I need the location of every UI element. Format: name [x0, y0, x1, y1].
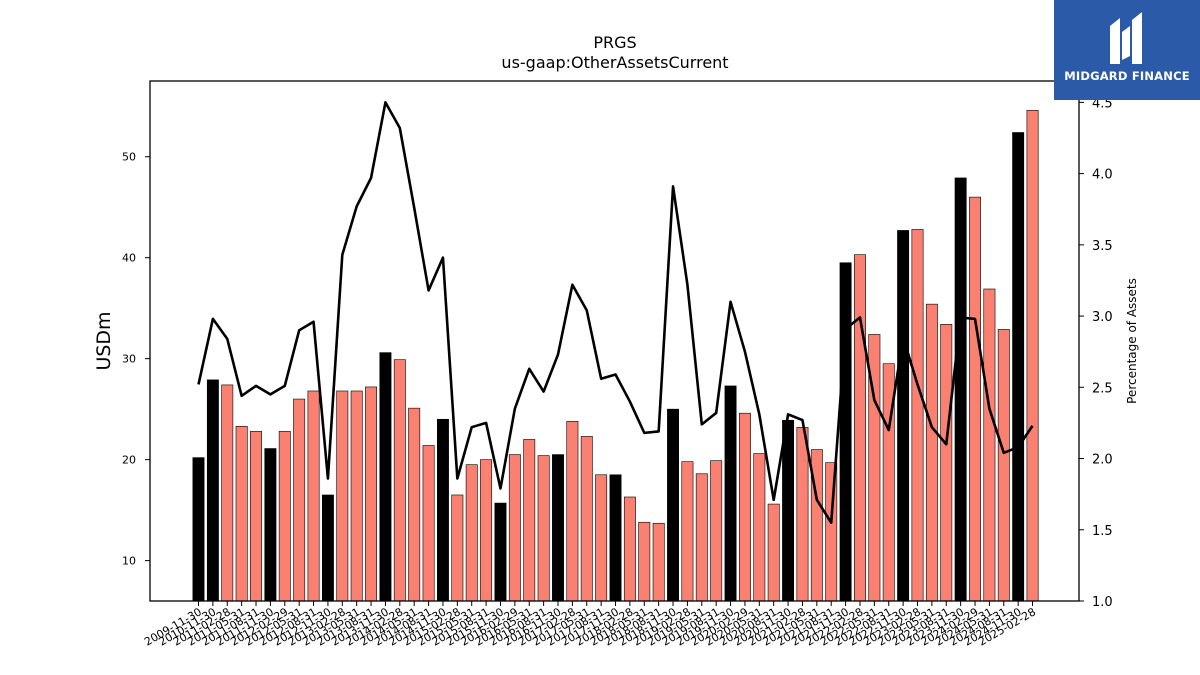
- y-tick-label: 30: [122, 353, 136, 366]
- bar-2017-05-31: [580, 436, 593, 602]
- bar-2016-11-30: [552, 454, 564, 602]
- bar-2018-11-30: [667, 408, 679, 602]
- plot-frame: [149, 80, 1080, 602]
- y2-tick-label: 1.5: [1092, 524, 1113, 539]
- bar-2013-11-30: [379, 352, 392, 602]
- bar-2024-02-29: [969, 196, 981, 602]
- x-axis: 2009-11-302010-11-302011-02-282011-05-31…: [142, 601, 1038, 649]
- bar-2017-08-31: [595, 474, 608, 602]
- bar-2023-05-31: [925, 303, 938, 602]
- y-axis-left: 10 20 30 40 50: [122, 151, 150, 568]
- bar-2024-08-31: [997, 329, 1010, 602]
- bar-2025-02-28: [1026, 109, 1039, 602]
- bar-2019-11-30: [724, 385, 737, 602]
- bar-2013-08-31: [365, 386, 378, 602]
- bar-2015-05-31: [465, 464, 478, 602]
- y2-tick-label: 2.5: [1092, 381, 1113, 396]
- y-axis-right: 1.0 1.5 2.0 2.5 3.0 3.5 4.0 4.5: [1079, 96, 1113, 610]
- y2-tick-label: 3.0: [1092, 310, 1113, 325]
- chart-title: PRGS: [593, 33, 636, 52]
- y2-axis-label: Percentage of Assets: [1125, 278, 1139, 404]
- bar-2019-05-31: [695, 473, 708, 602]
- bar-2021-02-28: [796, 427, 809, 602]
- bar-2018-02-28: [623, 496, 636, 602]
- bar-2020-08-31: [767, 503, 780, 602]
- bar-2014-08-31: [422, 445, 435, 602]
- bar-2023-08-31: [940, 324, 953, 602]
- bar-2014-05-31: [408, 407, 421, 602]
- bar-2015-11-30: [494, 502, 507, 602]
- y-tick-label: 10: [122, 555, 136, 568]
- bar-2019-02-28: [681, 461, 694, 602]
- y-tick-label: 20: [122, 454, 136, 467]
- y2-tick-label: 4.0: [1092, 168, 1113, 183]
- bar-2012-11-30: [321, 494, 334, 602]
- bar-2016-08-31: [537, 455, 550, 602]
- bar-2019-08-31: [710, 460, 723, 602]
- y-tick-label: 50: [122, 151, 136, 164]
- bar-2012-08-31: [307, 390, 320, 602]
- midgard-logo-icon: [1110, 12, 1142, 64]
- bar-series: [192, 109, 1039, 602]
- bar-2017-02-28: [566, 420, 579, 602]
- bar-2016-05-31: [523, 439, 536, 602]
- bar-2016-02-29: [508, 454, 521, 602]
- bar-2011-08-31: [250, 431, 262, 602]
- bar-2011-02-28: [221, 384, 234, 602]
- bar-2015-08-31: [480, 459, 493, 602]
- bar-2010-11-30: [206, 379, 219, 602]
- y2-tick-label: 2.0: [1092, 453, 1113, 468]
- bar-2022-02-28: [854, 254, 866, 602]
- bar-2011-05-31: [235, 426, 248, 602]
- y2-tick-label: 4.5: [1092, 96, 1113, 111]
- bar-2015-02-28: [451, 494, 464, 602]
- y2-tick-label: 3.5: [1092, 239, 1113, 254]
- bar-2020-02-29: [738, 412, 751, 602]
- bar-2018-05-31: [638, 521, 651, 602]
- bar-2024-05-31: [983, 288, 996, 602]
- brand-name: MIDGARD FINANCE: [1064, 69, 1190, 83]
- bar-2017-11-30: [609, 474, 622, 602]
- chart-subtitle: us-gaap:OtherAssetsCurrent: [501, 53, 728, 72]
- bar-2012-05-31: [293, 398, 306, 602]
- bar-2020-11-30: [782, 419, 795, 602]
- bar-2018-08-31: [652, 522, 665, 602]
- bar-2024-11-30: [1012, 132, 1025, 602]
- bar-2014-11-30: [437, 418, 449, 602]
- brand-logo: MIDGARD FINANCE: [1054, 0, 1200, 100]
- bar-2013-02-28: [336, 390, 349, 602]
- y-axis-label: USDm: [93, 311, 115, 370]
- bar-2023-02-28: [911, 229, 924, 602]
- bar-2021-11-30: [839, 262, 852, 602]
- bar-2011-11-30: [264, 448, 277, 602]
- bar-2014-02-28: [393, 359, 406, 602]
- bar-2009-11-30: [192, 457, 205, 602]
- y2-tick-label: 1.0: [1092, 595, 1113, 610]
- bar-2022-11-30: [897, 230, 910, 602]
- percentage-line: [197, 101, 1034, 524]
- bar-2012-02-29: [278, 431, 291, 602]
- bar-2013-05-31: [350, 390, 363, 602]
- line-series: [197, 101, 1034, 524]
- bar-2020-05-31: [753, 453, 766, 602]
- y-tick-label: 40: [122, 252, 136, 265]
- bar-2023-11-30: [954, 177, 967, 602]
